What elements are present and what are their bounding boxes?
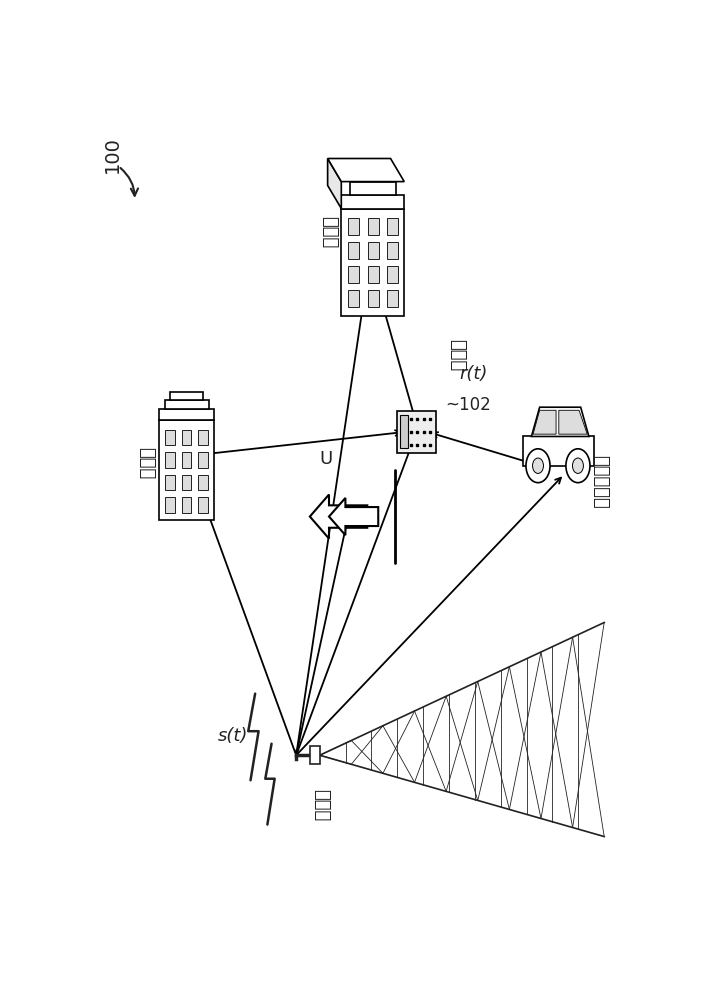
Text: r(t): r(t) — [460, 365, 488, 383]
Bar — [181, 497, 191, 513]
Circle shape — [532, 458, 544, 473]
Bar — [387, 242, 397, 259]
Bar — [387, 218, 397, 235]
Bar — [400, 415, 408, 448]
Bar — [349, 290, 359, 307]
Text: 建筑物: 建筑物 — [320, 216, 338, 248]
Bar — [165, 430, 174, 445]
Circle shape — [526, 449, 550, 483]
Bar — [198, 475, 208, 490]
Bar — [160, 420, 214, 520]
Bar — [198, 497, 208, 513]
Text: 100: 100 — [103, 136, 122, 173]
Polygon shape — [328, 158, 405, 182]
Text: ~102: ~102 — [445, 396, 491, 414]
Circle shape — [566, 449, 590, 483]
Bar — [165, 400, 209, 409]
Bar — [349, 182, 396, 195]
Bar — [368, 242, 378, 259]
Bar — [341, 209, 405, 316]
Text: s(t): s(t) — [218, 727, 249, 745]
Bar — [397, 411, 436, 453]
Text: 接收器: 接收器 — [448, 339, 467, 371]
Bar — [181, 475, 191, 490]
Polygon shape — [532, 407, 589, 436]
Polygon shape — [329, 498, 378, 535]
Circle shape — [573, 458, 583, 473]
Text: 建筑物: 建筑物 — [137, 447, 155, 479]
Bar — [368, 266, 378, 283]
Bar — [523, 436, 594, 466]
Bar — [165, 452, 174, 468]
Bar — [368, 290, 378, 307]
Text: 移动散射体: 移动散射体 — [591, 455, 609, 509]
Polygon shape — [310, 495, 367, 539]
Bar — [349, 266, 359, 283]
Bar — [160, 409, 214, 420]
Bar — [387, 266, 397, 283]
Polygon shape — [328, 158, 341, 209]
Polygon shape — [533, 410, 556, 434]
Bar — [310, 746, 320, 764]
Bar — [165, 497, 174, 513]
Text: U: U — [320, 450, 333, 468]
Bar — [181, 430, 191, 445]
Text: 发送器: 发送器 — [312, 789, 330, 821]
Bar — [165, 475, 174, 490]
Bar — [368, 218, 378, 235]
Bar — [198, 452, 208, 468]
Bar — [198, 430, 208, 445]
Bar — [341, 195, 405, 209]
Bar — [387, 290, 397, 307]
Polygon shape — [559, 410, 587, 434]
Bar — [349, 242, 359, 259]
Bar — [181, 452, 191, 468]
Bar — [170, 392, 203, 400]
Bar — [349, 218, 359, 235]
